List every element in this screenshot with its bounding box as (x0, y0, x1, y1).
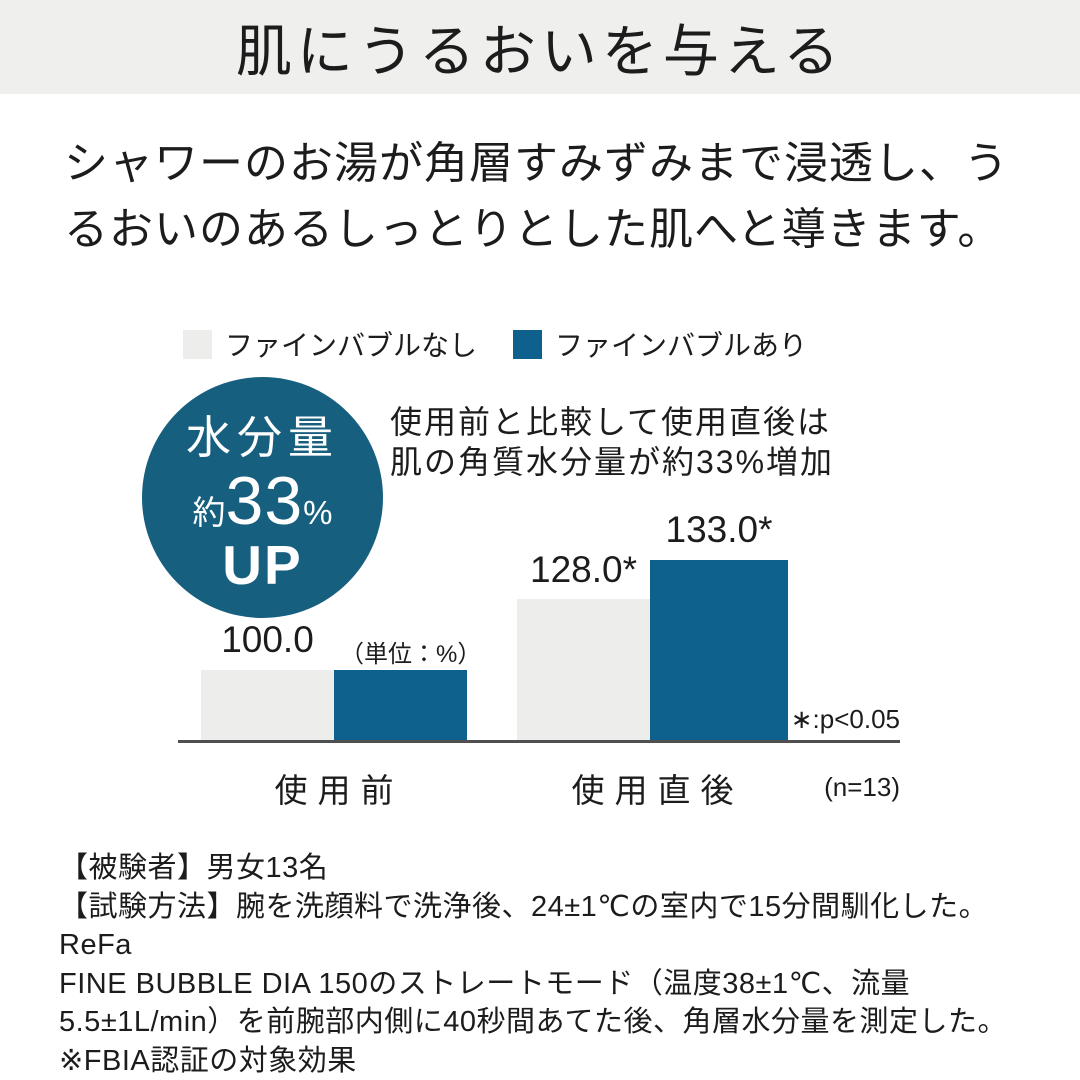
badge-value: 33 (225, 462, 304, 539)
sample-size-note: (n=13) (824, 772, 900, 802)
badge-up-label: UP (222, 533, 303, 596)
category-label-after: 使用直後 (571, 772, 744, 809)
footnote-subjects: 【被験者】男女13名 (59, 852, 329, 884)
chart-legend: ファインバブルなし ファインバブルあり (183, 324, 807, 364)
methodology-footnotes: 【被験者】男女13名 【試験方法】腕を洗顔料で洗浄後、24±1℃の室内で15分間… (59, 849, 1044, 1080)
legend-label-with: ファインバブルあり (555, 330, 808, 361)
bar-after-with-finebubble (650, 560, 788, 741)
unit-label: （単位：%） (340, 641, 482, 668)
intro-paragraph: シャワーのお湯が角層すみずみまで浸透し、う るおいのあるしっとりとした肌へと導き… (64, 131, 1009, 263)
significance-note: ∗:p<0.05 (790, 704, 900, 734)
legend-item-with-finebubble: ファインバブルあり (513, 324, 807, 364)
footnote-method-3: 5.5±1L/min）を前腕部内側に40秒間あてた後、角層水分量を測定した。 (59, 1006, 1007, 1038)
badge-value-row: 約 33 % (193, 467, 333, 535)
intro-line-2: るおいのあるしっとりとした肌へと導きます。 (64, 205, 1003, 254)
headline-line-1: 使用前と比較して使用直後は (390, 404, 832, 440)
intro-line-1: シャワーのお湯が角層すみずみまで浸透し、う (64, 139, 1009, 188)
value-label-after-with: 133.0* (665, 509, 773, 550)
bar-before-with-finebubble (334, 670, 467, 741)
footnote-method-2: FINE BUBBLE DIA 150のストレートモード（温度38±1℃、流量 (59, 967, 911, 1000)
page-title: 肌にうるおいを与える (235, 19, 845, 83)
chart-headline: 使用前と比較して使用直後は 肌の角質水分量が約33%増加 (390, 402, 834, 482)
x-axis-line (178, 740, 900, 743)
category-label-before: 使用前 (274, 772, 404, 809)
headline-line-2: 肌の角質水分量が約33%増加 (390, 444, 835, 480)
legend-label-without: ファインバブルなし (225, 330, 478, 361)
bar-after-without-finebubble (517, 599, 650, 741)
moisture-up-badge: 水分量 約 33 % UP (142, 377, 383, 618)
bar-before-without-finebubble (201, 670, 334, 741)
badge-percent: % (303, 493, 333, 531)
badge-approx: 約 (192, 493, 226, 531)
legend-swatch-gray (183, 329, 212, 359)
value-label-after-without: 128.0* (530, 549, 637, 590)
footnote-fbia: ※FBIA認証の対象効果 (59, 1044, 357, 1077)
badge-top-label: 水分量 (185, 412, 339, 463)
legend-swatch-teal (513, 329, 543, 359)
header-band: 肌にうるおいを与える (0, 0, 1080, 94)
legend-item-without-finebubble: ファインバブルなし (183, 324, 477, 364)
value-label-before: 100.0 (221, 619, 314, 660)
footnote-method-1: 【試験方法】腕を洗顔料で洗浄後、24±1℃の室内で15分間馴化した。ReFa (59, 890, 989, 962)
